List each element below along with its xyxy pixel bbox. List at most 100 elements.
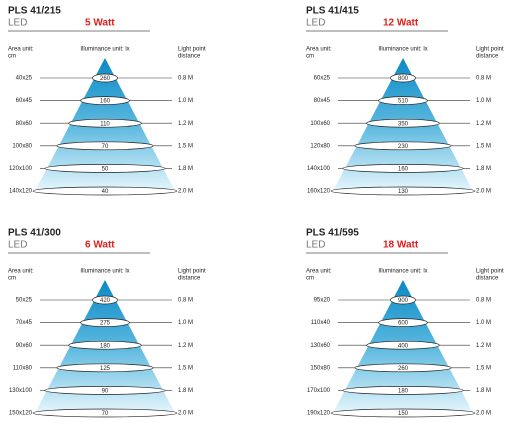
distance: 1.8 M [476, 388, 491, 394]
illuminance-unit: Illuminance unit: lx [80, 269, 129, 275]
light-spot [366, 118, 440, 128]
light-spot [68, 340, 142, 350]
area-unit: cm [8, 54, 16, 60]
distance-label: Light point [178, 269, 206, 275]
wattage: 12 Watt [383, 18, 419, 29]
area-size: 70x45 [16, 320, 33, 326]
light-spot [378, 96, 428, 105]
lux-value: 70 [102, 144, 109, 150]
lux-value: 70 [102, 411, 109, 417]
distance: 1.2 M [476, 121, 491, 127]
panel-subtitle: LED [8, 240, 27, 251]
distance: 1.5 M [178, 143, 193, 149]
illuminance-unit: Illuminance unit: lx [378, 269, 427, 275]
light-spot [342, 164, 464, 173]
lux-value: 40 [102, 189, 109, 195]
light-spot [68, 118, 142, 128]
distance: 1.2 M [178, 343, 193, 349]
lux-value: 260 [398, 366, 409, 372]
wattage: 5 Watt [85, 18, 115, 29]
light-spot [330, 186, 476, 196]
distance-label: Light point [476, 269, 504, 275]
wattage: 18 Watt [383, 240, 419, 251]
lux-value: 420 [100, 298, 111, 304]
area-size: 150x80 [310, 365, 330, 371]
distance: 1.8 M [178, 388, 193, 394]
distance: 1.5 M [476, 365, 491, 371]
light-spot [342, 386, 464, 395]
distance-label: Light point [178, 47, 206, 53]
area-size: 80x45 [314, 98, 331, 104]
light-spot [56, 363, 154, 373]
area-size: 40x25 [16, 76, 33, 82]
wattage: 6 Watt [85, 240, 115, 251]
light-spot [354, 141, 452, 151]
lux-value: 160 [398, 166, 409, 172]
area-size: 95x20 [314, 298, 331, 304]
lux-value: 90 [102, 388, 109, 394]
distance: 2.0 M [178, 411, 193, 417]
lux-value: 260 [100, 76, 111, 82]
lux-value: 110 [100, 121, 110, 127]
area-size: 170x100 [307, 388, 331, 394]
distance: 1.0 M [476, 320, 491, 326]
light-spot [366, 340, 440, 350]
lux-value: 130 [398, 189, 409, 195]
area-size: 190x120 [307, 411, 331, 417]
area-unit: Area unit: [306, 47, 332, 53]
light-spot [92, 295, 118, 305]
area-size: 130x60 [310, 343, 330, 349]
area-size: 60x25 [314, 76, 331, 82]
panel-title: PLS 41/300 [8, 228, 61, 239]
panel-subtitle: LED [306, 18, 325, 29]
panel-subtitle: LED [8, 18, 27, 29]
area-size: 90x60 [16, 343, 33, 349]
lux-value: 350 [398, 121, 409, 127]
light-spot [32, 186, 178, 196]
distance: 1.2 M [476, 343, 491, 349]
light-spot [44, 164, 166, 173]
light-spot [80, 96, 130, 105]
panel-title: PLS 41/215 [8, 6, 61, 17]
area-unit: cm [8, 276, 16, 282]
distance: 2.0 M [178, 189, 193, 195]
lux-value: 900 [398, 298, 409, 304]
lux-value: 800 [398, 76, 409, 82]
light-spot [390, 295, 416, 305]
area-unit: Area unit: [306, 269, 332, 275]
distance-label: distance [476, 276, 499, 282]
area-size: 110x80 [13, 365, 33, 371]
distance-label: distance [178, 276, 201, 282]
light-spot [378, 318, 428, 327]
area-unit: Area unit: [8, 47, 34, 53]
distance: 2.0 M [476, 189, 491, 195]
area-size: 130x100 [9, 388, 33, 394]
lux-value: 180 [100, 343, 111, 349]
light-spot [354, 363, 452, 373]
light-spot [390, 73, 416, 83]
distance: 1.0 M [476, 98, 491, 104]
distance: 1.0 M [178, 98, 193, 104]
distance: 1.5 M [178, 365, 193, 371]
distance: 1.8 M [178, 166, 193, 172]
lux-value: 50 [102, 166, 109, 172]
lux-value: 600 [398, 321, 409, 327]
distance-label: distance [178, 54, 201, 60]
area-size: 50x25 [16, 298, 33, 304]
distance: 0.8 M [476, 76, 491, 82]
light-spot [32, 408, 178, 418]
distance: 1.0 M [178, 320, 193, 326]
lux-value: 180 [398, 388, 409, 394]
lux-value: 510 [398, 99, 409, 105]
area-size: 140x120 [9, 189, 33, 195]
lux-value: 160 [100, 99, 111, 105]
area-size: 150x120 [9, 411, 33, 417]
panel-title: PLS 41/595 [306, 228, 359, 239]
lux-value: 400 [398, 343, 409, 349]
area-size: 110x40 [311, 320, 331, 326]
distance-label: distance [476, 54, 499, 60]
distance: 0.8 M [476, 298, 491, 304]
lux-value: 230 [398, 144, 409, 150]
light-spot [44, 386, 166, 395]
